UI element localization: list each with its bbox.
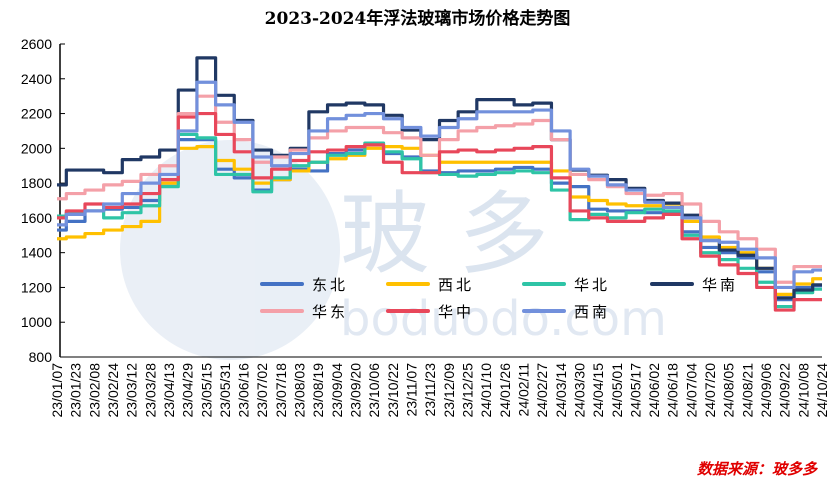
x-tick-label: 23/10/06 [366,363,382,418]
x-tick-label: 24/09/22 [777,363,793,418]
legend-label: 华中 [438,303,474,321]
series-line-西南 [57,80,822,290]
y-tick-label: 2200 [21,106,52,122]
x-tick-label: 24/09/06 [758,363,774,418]
x-tick-label: 24/03/30 [571,363,587,418]
x-tick-label: 24/07/04 [683,363,699,418]
legend-label: 华东 [312,303,348,321]
x-tick-label: 23/06/16 [236,363,252,418]
legend-label: 华南 [702,276,738,294]
watermark-circle [120,140,340,360]
x-tick-label: 24/03/14 [553,363,569,418]
x-tick-label: 23/09/20 [348,363,364,418]
x-tick-label: 23/07/18 [273,363,289,418]
x-tick-label: 24/05/01 [609,363,625,418]
y-tick-label: 1400 [21,245,52,261]
legend-label: 东北 [312,276,348,294]
x-tick-label: 23/04/13 [161,363,177,418]
x-tick-label: 23/10/22 [385,363,401,418]
x-tick-label: 24/10/24 [814,363,830,418]
data-source-note: 数据来源：玻多多 [696,460,817,478]
x-tick-label: 24/01/26 [497,363,513,418]
x-tick-label: 23/02/08 [86,363,102,418]
y-tick-label: 2000 [21,140,52,156]
x-tick-label: 23/05/15 [198,363,214,418]
watermark-text: 玻 多 [340,182,549,287]
series-line-华北 [57,132,822,309]
y-tick-label: 1800 [21,175,52,191]
x-tick-label: 24/07/20 [702,363,718,418]
x-tick-label: 23/03/28 [142,363,158,418]
y-tick-label: 1000 [21,314,52,330]
x-tick-label: 23/01/23 [68,363,84,418]
y-tick-label: 1600 [21,210,52,226]
legend-label: 西南 [574,303,610,321]
x-tick-label: 24/08/21 [739,363,755,418]
x-tick-label: 24/08/05 [721,363,737,418]
x-tick-label: 23/12/25 [459,363,475,418]
x-tick-label: 23/07/02 [254,363,270,418]
x-tick-label: 24/01/10 [478,363,494,418]
y-tick-label: 2600 [21,36,52,52]
legend-label: 西北 [438,276,474,294]
x-tick-label: 23/09/04 [329,363,345,418]
y-tick-label: 1200 [21,279,52,295]
x-tick-label: 24/02/27 [534,363,550,418]
series-line-华中 [57,111,822,312]
x-tick-label: 24/06/18 [665,363,681,418]
x-tick-label: 23/02/24 [105,363,121,418]
chart-title: 2023-2024年浮法玻璃市场价格走势图 [264,9,571,29]
x-tick-label: 23/12/09 [441,363,457,418]
y-tick-label: 2400 [21,71,52,87]
x-tick-label: 23/08/03 [292,363,308,418]
x-tick-label: 23/11/07 [404,363,420,417]
y-tick-label: 800 [29,349,53,365]
x-tick-label: 24/10/08 [795,363,811,418]
x-tick-label: 23/03/12 [124,363,140,418]
legend-label: 华北 [574,276,610,294]
x-tick-label: 23/04/29 [180,363,196,418]
x-tick-label: 24/02/11 [515,363,531,417]
x-tick-label: 24/06/02 [646,363,662,418]
x-tick-label: 23/01/07 [49,363,65,418]
watermark-url: boduodo.com [340,291,667,347]
series-line-华东 [57,94,822,284]
x-tick-label: 23/11/23 [422,363,438,417]
x-tick-label: 24/05/17 [627,363,643,418]
x-tick-label: 23/05/31 [217,363,233,418]
x-tick-label: 23/08/19 [310,363,326,418]
x-tick-label: 24/04/15 [590,363,606,418]
